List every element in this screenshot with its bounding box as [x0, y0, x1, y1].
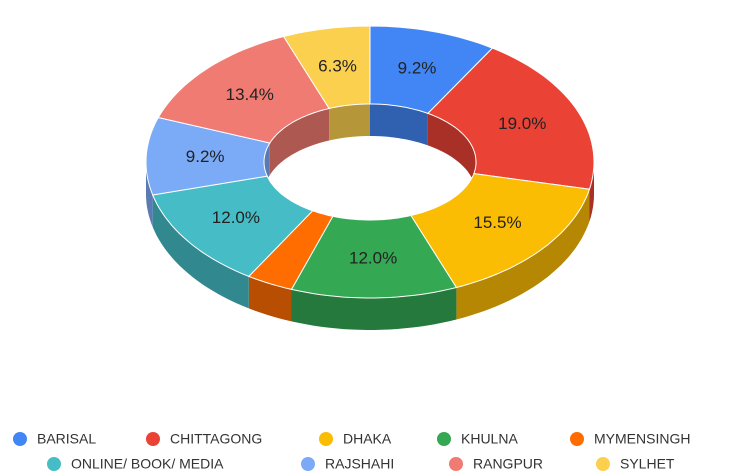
- legend-label: RAJSHAHI: [325, 456, 394, 472]
- slice-label: 9.2%: [186, 147, 225, 166]
- slice: [282, 25, 371, 110]
- legend-swatch: [13, 432, 27, 446]
- outer-wall: [291, 287, 457, 330]
- slice-label: 6.3%: [318, 56, 357, 75]
- legend-label: CHITTAGONG: [170, 431, 262, 447]
- legend-swatch: [319, 432, 333, 446]
- slice-label: 9.2%: [398, 59, 437, 78]
- legend-swatch: [570, 432, 584, 446]
- legend-swatch: [449, 457, 463, 471]
- slice-label: 19.0%: [498, 114, 546, 133]
- legend-label: ONLINE/ BOOK/ MEDIA: [71, 456, 224, 472]
- inner-wall: [427, 113, 476, 194]
- legend: BARISAL CHITTAGONG DHAKA KHULNA MYMENSINGH ON…: [13, 431, 690, 472]
- inner-wall: [329, 104, 370, 141]
- legend-swatch: [47, 457, 61, 471]
- outer-wall: [146, 162, 153, 227]
- legend-swatch: [596, 457, 610, 471]
- legend-label: DHAKA: [343, 431, 392, 447]
- slices: [145, 25, 595, 299]
- legend-label: KHULNA: [461, 431, 518, 447]
- legend-label: MYMENSINGH: [594, 431, 690, 447]
- outer-wall: [248, 276, 292, 322]
- legend-label: SYLHET: [620, 456, 675, 472]
- slice-label: 15.5%: [473, 213, 521, 232]
- outer-wall: [456, 189, 590, 320]
- legend-swatch: [146, 432, 160, 446]
- legend-swatch: [301, 457, 315, 471]
- legend-label: RANGPUR: [473, 456, 543, 472]
- slice-label: 12.0%: [212, 208, 260, 227]
- inner-wall: [269, 108, 330, 175]
- inner-walls: [264, 104, 476, 194]
- legend-label: BARISAL: [37, 431, 96, 447]
- slice-labels: 9.2% 19.0% 15.5% 12.0% 12.0% 9.2% 13.4% 6.3%: [186, 56, 547, 267]
- slice-label: 13.4%: [226, 85, 274, 104]
- slice-label: 12.0%: [349, 248, 397, 267]
- legend-swatch: [437, 432, 451, 446]
- inner-wall: [370, 104, 428, 146]
